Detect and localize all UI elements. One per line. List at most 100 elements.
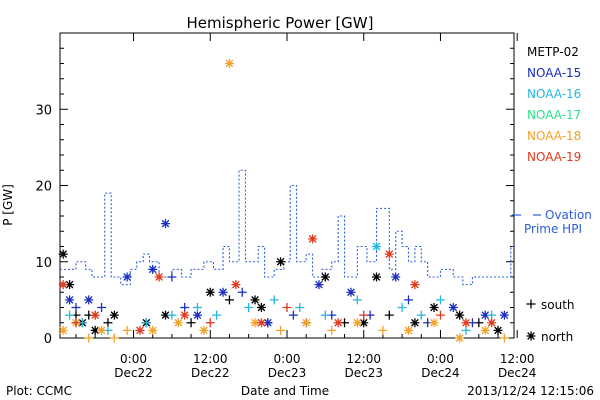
data-point-south [487, 310, 497, 320]
data-point-north [499, 310, 509, 320]
y-tick-label: 30 [35, 103, 52, 118]
data-point-south [416, 310, 426, 320]
data-point-north [526, 331, 536, 341]
data-points [58, 59, 509, 343]
x-tick-time: 0:00 [120, 352, 147, 366]
data-point-south [288, 310, 298, 320]
data-point-north [65, 280, 75, 290]
data-point-north [410, 318, 420, 328]
x-tick-date: Dec22 [191, 366, 230, 380]
x-tick-date: Dec23 [344, 366, 383, 380]
data-point-north [372, 242, 382, 251]
data-point-north [487, 318, 497, 328]
data-point-north [154, 272, 164, 282]
data-point-south [384, 310, 394, 320]
data-point-south [212, 310, 222, 320]
data-point-north [90, 325, 100, 335]
x-tick-date: Dec22 [114, 366, 153, 380]
data-point-north [58, 280, 68, 290]
x-axis-label: Date and Time [241, 384, 329, 398]
data-point-south [320, 310, 330, 320]
x-tick-date: Dec24 [498, 366, 537, 380]
x-tick-time: 0:00 [274, 352, 301, 366]
data-point-south [224, 295, 234, 305]
data-point-south [435, 310, 445, 320]
data-point-north [391, 272, 401, 282]
data-point-north [65, 295, 75, 305]
data-point-north [250, 318, 260, 328]
data-point-south [192, 303, 202, 312]
data-point-south [359, 310, 369, 320]
y-tick-label: 20 [35, 180, 52, 195]
data-point-south [403, 295, 413, 305]
marker-legend: south north [526, 298, 575, 344]
data-point-north [256, 303, 266, 312]
data-point-north [320, 272, 330, 282]
data-point-north [250, 295, 260, 305]
chart-title: Hemispheric Power [GW] [187, 14, 374, 32]
footer-right: 2013/12/24 12:15:06 [467, 384, 594, 398]
ovation-hpi-line [60, 169, 514, 286]
data-point-north [410, 280, 420, 290]
legend-entry: NOAA-19 [527, 150, 581, 164]
legend-entry: METP-02 [527, 45, 579, 59]
data-point-north [256, 318, 266, 328]
data-point-south [97, 303, 107, 312]
data-point-north [192, 310, 202, 320]
y-axis-label: P [GW] [1, 184, 15, 226]
data-point-south [65, 310, 75, 320]
ovation-label-line2: Prime HPI [524, 222, 582, 236]
data-point-south [180, 303, 190, 312]
data-point-south [122, 325, 132, 335]
data-point-north [84, 295, 94, 305]
legend-entry: NOAA-18 [527, 129, 581, 143]
plot-frame [59, 32, 515, 339]
data-point-south [71, 303, 81, 312]
data-point-north [224, 59, 234, 68]
ovation-line [60, 169, 514, 286]
x-tick-time: 12:00 [500, 352, 535, 366]
data-point-north [231, 280, 241, 290]
data-point-north [263, 318, 273, 328]
data-point-south [71, 318, 81, 328]
data-point-south [237, 287, 247, 297]
marker-legend-label: south [541, 298, 575, 312]
data-point-south [103, 318, 113, 328]
data-point-north [455, 333, 465, 343]
data-point-south [109, 333, 119, 343]
data-point-north [58, 249, 68, 259]
data-point-south [244, 303, 254, 312]
data-point-south [295, 303, 305, 312]
data-point-north [199, 325, 209, 335]
data-point-north [403, 325, 413, 335]
data-point-north [173, 318, 183, 328]
data-point-south [397, 303, 407, 312]
data-point-north [352, 318, 362, 328]
plot-border [59, 32, 515, 339]
y-tick-label: 0 [44, 332, 52, 347]
x-tick-date: Dec24 [421, 366, 460, 380]
data-point-north [122, 272, 132, 282]
data-point-north [448, 303, 458, 312]
data-point-south [499, 333, 509, 343]
x-tick-time: 12:00 [193, 352, 228, 366]
data-point-north [301, 318, 311, 328]
x-tick-date: Dec23 [268, 366, 307, 380]
x-tick-time: 0:00 [427, 352, 454, 366]
data-point-north [58, 325, 68, 335]
data-point-north [480, 325, 490, 335]
legend-entry: NOAA-16 [527, 87, 581, 101]
data-point-south [186, 318, 196, 328]
data-point-north [480, 310, 490, 320]
data-point-south [352, 295, 362, 305]
data-point-north [109, 310, 119, 320]
data-point-south [526, 299, 536, 309]
data-point-north [161, 219, 171, 229]
data-point-north [148, 325, 158, 335]
data-point-south [141, 318, 151, 328]
data-point-north [90, 310, 100, 320]
data-point-north [148, 264, 158, 274]
data-point-north [180, 310, 190, 320]
data-point-north [333, 318, 343, 328]
